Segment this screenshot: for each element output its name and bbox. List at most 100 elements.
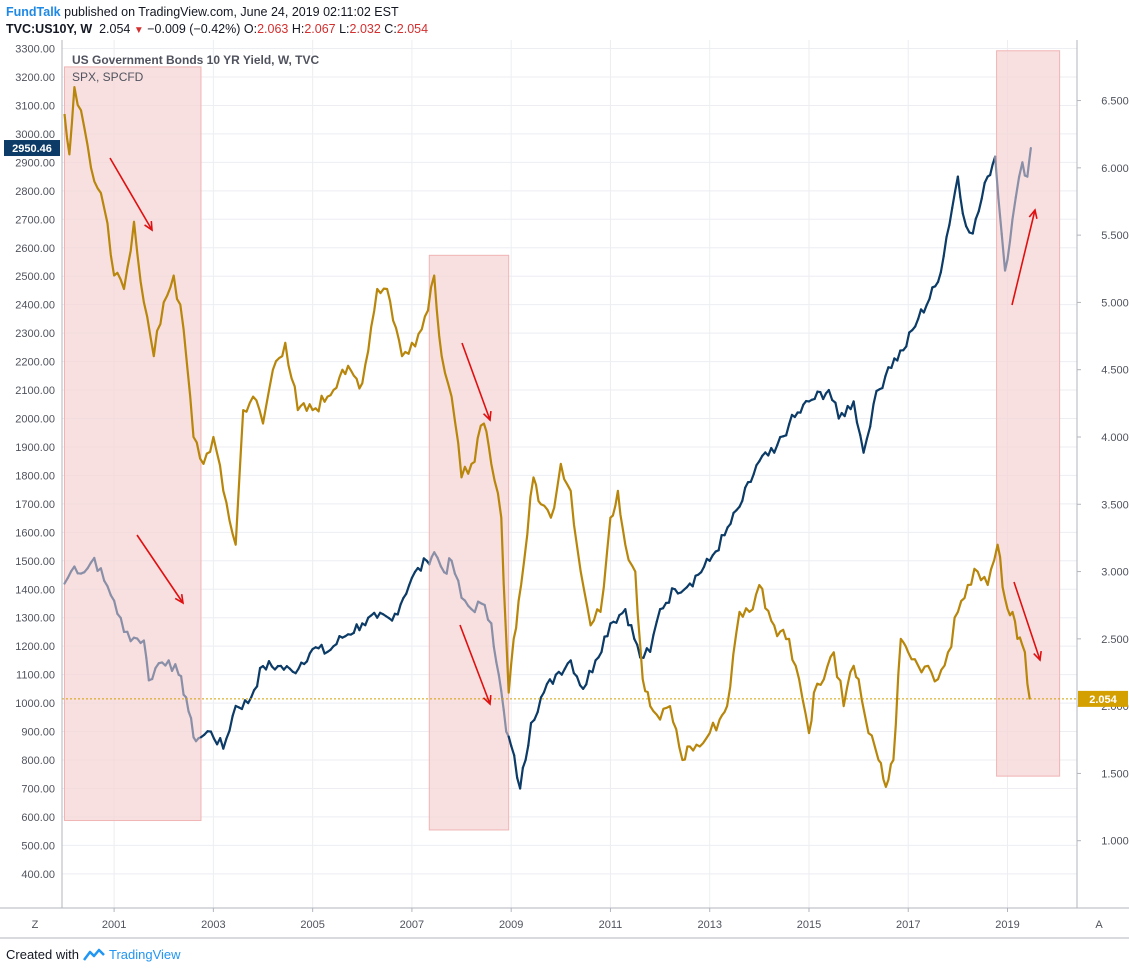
right-tick-label: 6.500 [1101, 96, 1129, 108]
spx-segment [73, 565, 79, 575]
spx-segment [729, 511, 735, 525]
spx-segment [773, 444, 779, 454]
spx-segment [890, 357, 896, 370]
spx-segment [827, 388, 834, 402]
spx-segment [457, 579, 463, 599]
spx-segment [473, 600, 480, 614]
spx-segment [492, 645, 498, 664]
spx-segment [896, 349, 902, 362]
spx-segment [419, 557, 425, 572]
spx-segment [502, 708, 508, 733]
spx-segment [1014, 175, 1021, 199]
spx-segment [1028, 147, 1032, 164]
high-label: H: [291, 22, 305, 36]
left-tick-label: 600.00 [21, 812, 55, 824]
highlight-boxes [63, 50, 1061, 831]
left-tick-label: 1800.00 [15, 470, 55, 482]
spx-segment [905, 331, 911, 348]
spx-segment [813, 390, 819, 400]
spx-segment [187, 710, 193, 720]
arrow-shaft [1013, 581, 1041, 661]
arrow-head [144, 220, 153, 232]
left-tick-label: 2600.00 [15, 243, 55, 255]
spx-segment [884, 366, 890, 378]
x-tick-label: 2005 [300, 919, 324, 931]
spx-segment [925, 297, 931, 307]
arrow-shaft [109, 157, 153, 231]
tradingview-brand[interactable]: TradingView [108, 947, 181, 962]
spx-segment [965, 225, 971, 234]
spx-segment [264, 660, 271, 671]
left-tick-label: 1700.00 [15, 499, 55, 511]
axes[interactable]: 400.00 500.00 600.00 700.00 800.00 900.00 1000… [0, 40, 1129, 939]
highlight-box [63, 66, 202, 822]
spx-segment [951, 190, 957, 210]
chart-area[interactable]: 400.00 500.00 600.00 700.00 800.00 900.00 1000… [0, 40, 1129, 940]
left-tick-label: 800.00 [21, 755, 55, 767]
left-tick-label: 2100.00 [15, 385, 55, 397]
spx-segment [495, 660, 500, 676]
left-tick-label: 1200.00 [15, 641, 55, 653]
arrow-shaft [459, 624, 491, 705]
created-with-label: Created with [6, 947, 79, 962]
compare-series-legend[interactable]: SPX, SPCFD [72, 70, 144, 84]
spx-segment [865, 425, 872, 440]
arrow-head [482, 410, 492, 422]
spx-segment [741, 486, 747, 502]
spx-segment [723, 526, 729, 537]
spx-segment [66, 570, 73, 580]
spx-segment [240, 699, 247, 711]
left-tick-label: 3200.00 [15, 72, 55, 84]
spx-segment [255, 666, 262, 688]
spx-segment [855, 421, 862, 437]
close-value: 2.054 [396, 22, 429, 36]
x-tick-label: 2009 [499, 919, 523, 931]
low-value: 2.032 [349, 22, 381, 36]
spx-segment [174, 663, 180, 676]
spx-segment [453, 572, 460, 582]
arrow-head [174, 593, 185, 605]
axis-corner-left: Z [32, 919, 39, 931]
spx-segment [591, 659, 597, 674]
right-tick-label: 3.500 [1101, 499, 1129, 511]
spx-segment [959, 196, 964, 215]
spx-segment [852, 400, 859, 424]
spx-segment [399, 596, 405, 606]
spx-segment [524, 744, 530, 762]
spx-segment [691, 574, 697, 588]
spx-segment [390, 612, 396, 622]
highlight-box [996, 50, 1061, 777]
spx-segment [405, 584, 411, 595]
spx-segment [305, 652, 311, 663]
right-tick-label: 5.000 [1101, 297, 1129, 309]
spx-segment [636, 643, 642, 659]
footer: Created with TradingView [6, 947, 181, 962]
spx-segment [358, 622, 364, 632]
arrow-head [482, 694, 492, 706]
spx-segment [222, 737, 228, 750]
spx-segment [513, 754, 519, 779]
arrow-shaft [1011, 209, 1036, 306]
annotation-arrows [109, 157, 1042, 706]
x-tick-label: 2019 [995, 919, 1019, 931]
open-label: O: [243, 22, 258, 36]
spx-segment [428, 555, 433, 566]
spx-segment [869, 403, 875, 428]
spx-segment [142, 639, 148, 660]
spx-segment [1026, 160, 1031, 178]
left-tick-label: 1400.00 [15, 584, 55, 596]
spx-segment [642, 647, 648, 659]
spx-segment [630, 624, 636, 640]
spx-segment [521, 758, 527, 769]
author-name[interactable]: FundTalk [6, 5, 61, 19]
spx-segment [872, 389, 878, 406]
left-tick-label: 500.00 [21, 840, 55, 852]
left-tick-label: 3300.00 [15, 44, 55, 56]
spx-segment [649, 633, 655, 653]
spx-segment [1011, 196, 1017, 221]
spx-segment [228, 714, 234, 732]
spx-segment [320, 643, 326, 655]
spx-segment [250, 689, 256, 699]
main-series-legend[interactable]: US Government Bonds 10 YR Yield, W, TVC [72, 53, 320, 67]
left-tick-label: 1900.00 [15, 442, 55, 454]
